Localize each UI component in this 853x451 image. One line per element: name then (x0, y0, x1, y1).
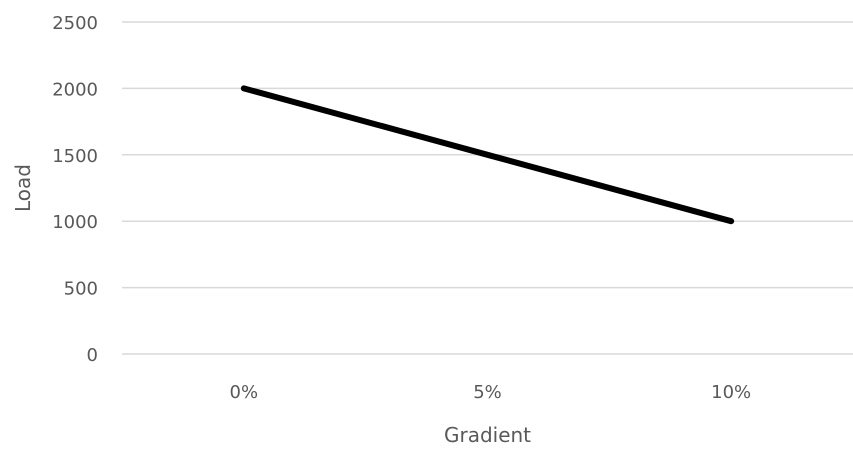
y-tick-label: 0 (87, 345, 98, 366)
x-tick-label: 5% (473, 382, 502, 403)
y-axis-title: Load (11, 164, 35, 212)
x-axis-title: Gradient (444, 423, 531, 447)
x-tick-label: 10% (711, 382, 751, 403)
y-axis-tick-labels: 0 500 1000 1500 2000 2500 (52, 13, 98, 366)
y-tick-label: 2500 (52, 13, 98, 34)
y-tick-label: 1000 (52, 212, 98, 233)
x-tick-label: 0% (230, 382, 259, 403)
series-layer (240, 85, 735, 225)
x-axis-tick-labels: 0% 5% 10% (230, 382, 752, 403)
y-tick-label: 2000 (52, 79, 98, 100)
y-tick-label: 500 (64, 279, 98, 300)
gridlines (122, 21, 853, 355)
series-line (240, 85, 735, 225)
y-tick-label: 1500 (52, 146, 98, 167)
